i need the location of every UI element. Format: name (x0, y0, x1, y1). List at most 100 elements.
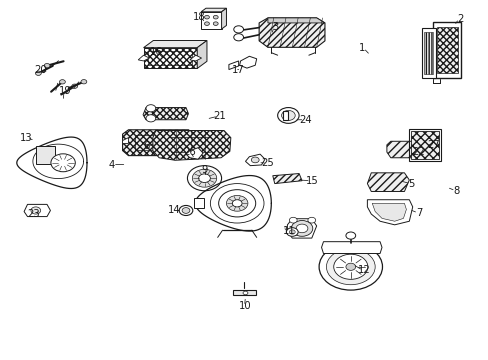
Circle shape (72, 84, 78, 88)
Polygon shape (24, 204, 50, 217)
Text: 8: 8 (452, 186, 459, 196)
Polygon shape (366, 173, 408, 192)
Circle shape (198, 174, 210, 183)
Circle shape (277, 108, 299, 123)
Circle shape (213, 15, 218, 19)
Circle shape (179, 206, 192, 216)
Text: 6: 6 (142, 141, 149, 151)
Text: 2: 2 (456, 14, 462, 24)
Text: 23: 23 (27, 209, 40, 219)
Circle shape (233, 34, 243, 41)
Bar (282, 111, 288, 120)
Polygon shape (201, 12, 221, 29)
Polygon shape (185, 148, 203, 159)
Polygon shape (371, 203, 406, 221)
Bar (424, 32, 432, 74)
Circle shape (35, 71, 41, 75)
Circle shape (218, 190, 255, 217)
Circle shape (204, 15, 209, 19)
Bar (36, 146, 55, 164)
Circle shape (182, 208, 189, 213)
Polygon shape (138, 55, 149, 61)
Polygon shape (122, 138, 128, 143)
Text: 5: 5 (407, 179, 414, 189)
Polygon shape (143, 48, 197, 68)
Text: 16: 16 (149, 46, 162, 57)
Text: 22: 22 (412, 147, 425, 157)
Circle shape (60, 80, 65, 84)
Polygon shape (122, 130, 194, 156)
Polygon shape (143, 108, 188, 120)
Text: 27: 27 (427, 140, 439, 150)
Circle shape (226, 195, 247, 211)
Circle shape (251, 157, 259, 163)
Polygon shape (143, 41, 206, 48)
Text: 18: 18 (193, 12, 205, 22)
Circle shape (333, 254, 367, 279)
Circle shape (146, 115, 156, 122)
Circle shape (319, 243, 382, 290)
Circle shape (204, 22, 209, 26)
Circle shape (289, 230, 295, 234)
Circle shape (146, 105, 156, 112)
Text: 26: 26 (183, 147, 196, 157)
Text: 9: 9 (201, 165, 207, 175)
Circle shape (31, 207, 41, 214)
Polygon shape (366, 200, 412, 225)
Text: 3: 3 (271, 22, 278, 32)
Text: 14: 14 (167, 206, 180, 216)
Text: 13: 13 (20, 133, 32, 143)
Text: 11: 11 (283, 226, 295, 236)
Circle shape (286, 228, 298, 236)
Polygon shape (153, 131, 230, 160)
Circle shape (233, 26, 243, 33)
Text: 25: 25 (261, 158, 274, 168)
Text: 19: 19 (59, 86, 71, 96)
Circle shape (81, 80, 87, 84)
Bar (410, 131, 438, 159)
Circle shape (326, 249, 374, 285)
Bar (148, 51, 192, 65)
Circle shape (192, 169, 216, 187)
Polygon shape (287, 219, 316, 238)
Circle shape (243, 291, 247, 295)
Polygon shape (267, 18, 325, 23)
Polygon shape (221, 8, 226, 29)
Polygon shape (197, 41, 206, 68)
Text: 10: 10 (239, 301, 251, 311)
Text: 1: 1 (359, 43, 365, 53)
Circle shape (296, 224, 307, 233)
Polygon shape (272, 174, 302, 184)
Circle shape (291, 221, 312, 236)
Text: 17: 17 (232, 64, 244, 75)
Text: 24: 24 (299, 115, 311, 125)
Bar (135, 135, 183, 150)
Polygon shape (259, 18, 325, 47)
Bar (421, 28, 435, 78)
Bar (232, 291, 256, 296)
Polygon shape (189, 55, 201, 61)
Polygon shape (228, 61, 238, 69)
Bar (408, 129, 440, 161)
Circle shape (51, 154, 75, 172)
Polygon shape (386, 141, 420, 158)
Polygon shape (321, 242, 381, 253)
Bar (194, 198, 203, 208)
Bar (432, 22, 461, 78)
Text: 15: 15 (305, 176, 318, 186)
Text: 21: 21 (212, 111, 225, 121)
Text: 7: 7 (415, 208, 422, 218)
Circle shape (345, 232, 355, 239)
Circle shape (307, 217, 315, 223)
Circle shape (44, 63, 50, 68)
Circle shape (213, 22, 218, 26)
Circle shape (345, 263, 355, 270)
Circle shape (289, 217, 297, 223)
Polygon shape (239, 56, 256, 68)
Text: 20: 20 (34, 64, 47, 75)
Text: 4: 4 (108, 159, 115, 170)
Circle shape (232, 200, 242, 207)
Circle shape (281, 111, 295, 121)
Polygon shape (245, 154, 264, 166)
Bar (436, 27, 457, 73)
